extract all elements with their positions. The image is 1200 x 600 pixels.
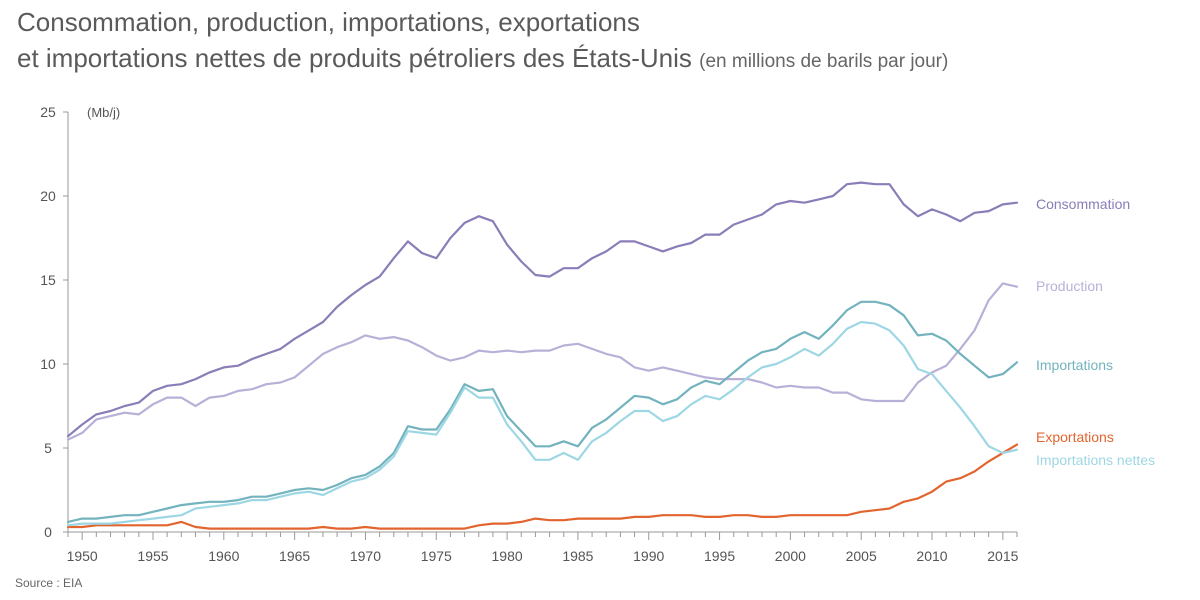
chart-title: Consommation, production, importations, … <box>17 4 948 80</box>
chart-axes: 0 5 10 15 20 25 (Mb/j) 1950 1955 1960 1965 1970 1975… <box>40 104 1018 564</box>
x-tick-label: 2000 <box>775 548 806 564</box>
x-tick-label: 2015 <box>987 548 1018 564</box>
x-tick-label: 2005 <box>846 548 877 564</box>
x-tick-label: 1955 <box>137 548 168 564</box>
y-tick-label: 15 <box>40 272 56 288</box>
x-tick-label: 1980 <box>492 548 523 564</box>
series-line-production <box>66 282 1019 441</box>
series-label-importations-nettes: Importations nettes <box>1036 452 1155 468</box>
y-axis-unit-label: (Mb/j) <box>87 105 120 120</box>
series-label-production: Production <box>1036 278 1103 294</box>
chart-series <box>66 181 1019 530</box>
source-note: Source : EIA <box>15 576 83 590</box>
x-tick-label: 1990 <box>633 548 664 564</box>
chart-title-line2: et importations nettes de produits pétro… <box>17 43 692 73</box>
y-tick-label: 20 <box>40 188 56 204</box>
series-line-consommation <box>66 181 1019 438</box>
y-tick-label: 5 <box>44 440 52 456</box>
x-tick-label: 1995 <box>704 548 735 564</box>
y-tick-label: 25 <box>40 104 56 120</box>
chart-title-line1: Consommation, production, importations, … <box>17 7 640 37</box>
chart-subtitle: (en millions de barils par jour) <box>699 51 949 72</box>
series-label-exportations: Exportations <box>1036 429 1114 445</box>
y-tick-label: 10 <box>40 356 56 372</box>
y-tick-label: 0 <box>44 524 52 540</box>
series-line-importations <box>66 300 1019 523</box>
chart-series-labels: Consommation Production Importations Export… <box>1036 196 1155 468</box>
x-tick-label: 1965 <box>279 548 310 564</box>
series-line-importations-nettes <box>66 320 1019 527</box>
x-tick-label: 1960 <box>208 548 239 564</box>
x-tick-label: 1950 <box>67 548 98 564</box>
x-tick-label: 1975 <box>421 548 452 564</box>
x-tick-label: 2010 <box>916 548 947 564</box>
x-tick-label: 1970 <box>350 548 381 564</box>
x-tick-label: 1985 <box>562 548 593 564</box>
series-label-importations: Importations <box>1036 357 1113 373</box>
series-line-exportations <box>66 443 1019 530</box>
series-label-consommation: Consommation <box>1036 196 1130 212</box>
